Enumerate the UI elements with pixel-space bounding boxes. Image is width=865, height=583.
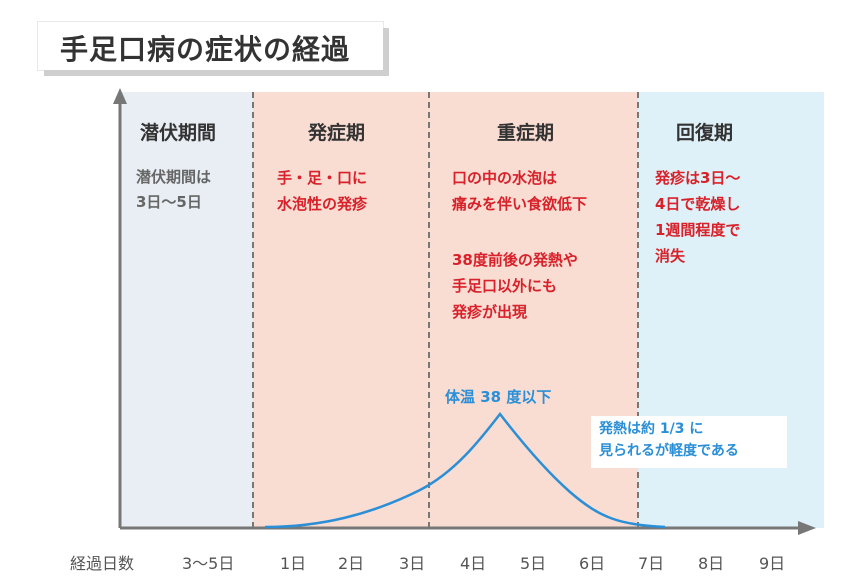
y-axis-arrow-icon [113,88,127,104]
x-tick: 7日 [638,554,665,573]
onset-description: 手・足・口に 水泡性の発疹 [277,169,368,213]
x-axis-arrow-icon [798,521,816,535]
fever-label: 体温 38 度以下 [445,388,552,406]
recovery-description: 発疹は3日〜 4日で乾燥し 1週間程度で 消失 [655,169,741,265]
phase-divider [252,92,254,528]
onset-period-panel [253,92,429,528]
fever-curve [264,411,666,529]
severe-description: 口の中の水泡は 痛みを伴い食欲低下 [452,169,588,213]
x-tick: 3〜5日 [182,554,235,573]
phase-divider [637,92,639,528]
phase-title-recovery: 回復期 [676,122,734,144]
latent-description: 潜伏期間は 3日〜5日 [136,168,212,211]
latent-period-panel [120,92,253,528]
severe-description-2: 38度前後の発熱や 手足口以外にも 発疹が出現 [452,251,578,321]
x-tick: 6日 [579,554,606,573]
page-title: 手足口病の症状の経過 [60,33,351,66]
x-tick: 2日 [338,554,365,573]
x-tick: 5日 [520,554,547,573]
phase-divider [428,92,430,528]
x-tick: 3日 [399,554,426,573]
x-tick: 8日 [698,554,725,573]
phase-title-latent: 潜伏期間 [140,122,217,144]
x-tick: 1日 [280,554,307,573]
phase-title-onset: 発症期 [308,122,366,144]
phase-title-severe: 重症期 [497,122,555,144]
x-axis-label: 経過日数 [70,554,135,573]
x-tick: 4日 [460,554,487,573]
title-box [38,22,383,70]
fever-note: 発熱は約 1/3 に 見られるが軽度である [591,416,787,468]
x-tick: 9日 [759,554,786,573]
